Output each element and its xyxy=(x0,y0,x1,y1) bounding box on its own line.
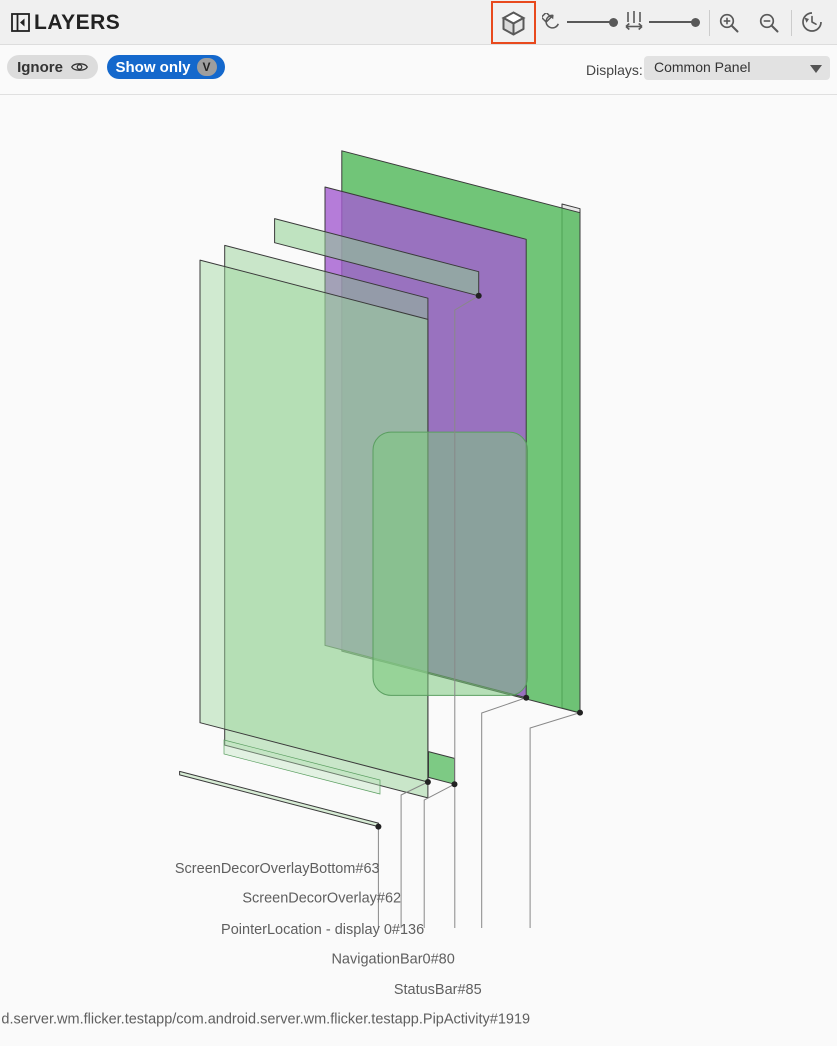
svg-text:NavigationBar0#80: NavigationBar0#80 xyxy=(331,951,454,967)
svg-text:StatusBar#85: StatusBar#85 xyxy=(394,982,482,998)
svg-text:ScreenDecorOverlayBottom#63: ScreenDecorOverlayBottom#63 xyxy=(175,861,380,877)
svg-text:d.server.wm.flicker.testapp/co: d.server.wm.flicker.testapp/com.android.… xyxy=(1,1012,530,1028)
svg-text:ScreenDecorOverlay#62: ScreenDecorOverlay#62 xyxy=(242,891,401,907)
svg-text:PointerLocation - display 0#13: PointerLocation - display 0#136 xyxy=(221,922,424,938)
